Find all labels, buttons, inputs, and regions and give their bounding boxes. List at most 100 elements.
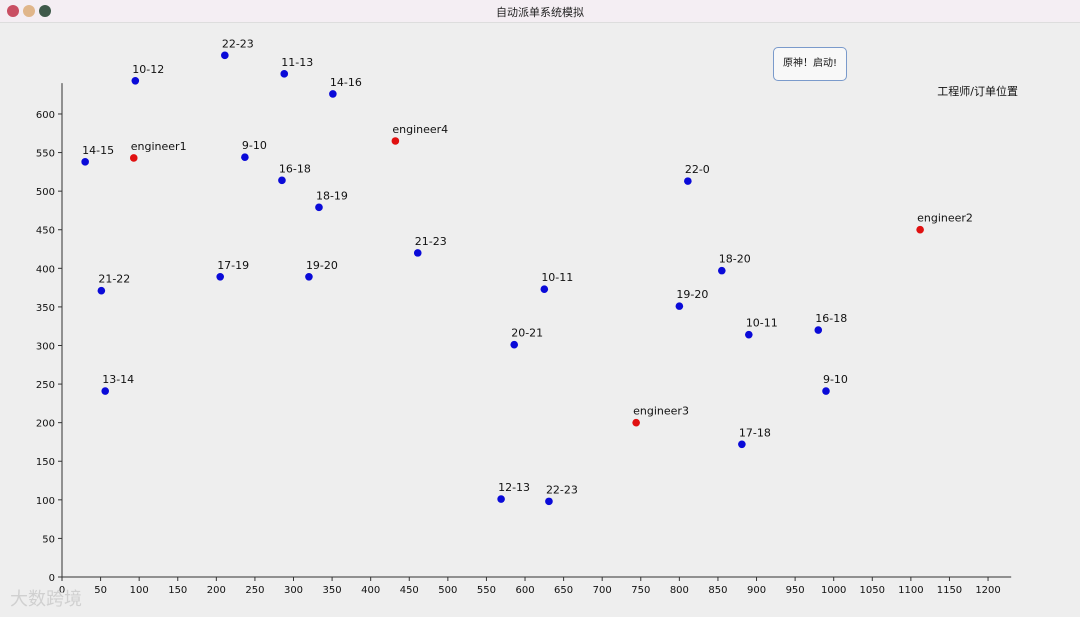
y-tick-label: 200 — [36, 419, 55, 430]
point-label: 22-0 — [685, 163, 710, 176]
point-label: 13-14 — [102, 373, 134, 386]
point — [540, 285, 549, 293]
chart-title: 工程师/订单位置 — [937, 84, 1018, 98]
point — [738, 440, 746, 449]
point-label: 17-19 — [217, 259, 249, 272]
point — [129, 154, 138, 162]
point-label: 22-23 — [546, 483, 578, 496]
x-tick-label: 1100 — [898, 585, 923, 596]
x-tick-label: 500 — [438, 585, 457, 596]
point — [718, 266, 726, 275]
y-tick-label: 450 — [36, 226, 55, 237]
x-tick-label: 450 — [400, 585, 419, 596]
x-tick-label: 750 — [631, 585, 650, 596]
point — [280, 70, 289, 78]
x-tick-label: 50 — [94, 585, 107, 596]
point-label: engineer2 — [917, 212, 973, 225]
point — [822, 387, 830, 395]
x-tick-label: 100 — [130, 585, 149, 596]
point-label: 12-13 — [498, 481, 530, 494]
point — [675, 302, 684, 310]
x-tick-label: 1050 — [860, 585, 885, 596]
point — [545, 497, 553, 506]
y-tick-label: 550 — [36, 149, 55, 160]
x-tick-label: 1200 — [975, 585, 1000, 596]
x-tick-label: 800 — [670, 585, 689, 596]
y-tick-label: 600 — [36, 110, 55, 121]
point — [81, 158, 89, 166]
point — [221, 51, 229, 60]
point — [241, 153, 249, 161]
y-tick-label: 350 — [36, 303, 55, 314]
point-label: 18-20 — [719, 253, 751, 266]
point — [131, 76, 140, 85]
point — [510, 340, 519, 349]
point-label: 20-21 — [511, 327, 543, 340]
point-label: engineer4 — [392, 123, 448, 136]
minimize-button[interactable] — [23, 5, 35, 17]
close-button[interactable] — [7, 5, 19, 17]
point — [278, 176, 286, 185]
point-label: engineer1 — [131, 140, 187, 153]
point-label: 19-20 — [676, 288, 708, 301]
point-label: 19-20 — [306, 259, 338, 272]
x-tick-label: 300 — [284, 585, 303, 596]
point-label: 16-18 — [279, 162, 311, 175]
x-tick-label: 1000 — [821, 585, 846, 596]
x-tick-label: 650 — [554, 585, 573, 596]
point — [916, 225, 924, 234]
point-label: 11-13 — [281, 56, 313, 69]
y-tick-label: 50 — [42, 534, 55, 545]
point — [329, 90, 337, 98]
point-label: 22-23 — [222, 37, 254, 50]
point — [814, 326, 823, 334]
y-tick-label: 150 — [36, 457, 55, 468]
x-tick-label: 350 — [323, 585, 342, 596]
point-label: 16-18 — [815, 312, 847, 325]
x-tick-label: 0 — [59, 585, 65, 596]
x-tick-label: 150 — [168, 585, 187, 596]
x-tick-label: 850 — [708, 585, 727, 596]
point-label: 9-10 — [242, 139, 267, 152]
x-tick-label: 400 — [361, 585, 380, 596]
x-tick-label: 250 — [245, 585, 264, 596]
title-bar: 自动派单系统模拟 — [0, 0, 1080, 23]
point-label: 14-16 — [330, 76, 362, 89]
y-tick-label: 0 — [49, 573, 55, 584]
start-button[interactable]: 原神！启动! — [773, 47, 847, 81]
point — [391, 137, 400, 145]
y-tick-label: 300 — [36, 341, 55, 352]
watermark: 大数跨境 — [10, 589, 82, 610]
x-tick-label: 550 — [477, 585, 496, 596]
point — [101, 387, 110, 395]
y-tick-label: 500 — [36, 187, 55, 198]
point — [413, 249, 422, 257]
point — [497, 495, 505, 503]
y-tick-label: 250 — [36, 380, 55, 391]
y-tick-label: 100 — [36, 496, 55, 507]
point — [745, 330, 753, 339]
x-tick-label: 600 — [515, 585, 534, 596]
point-label: 14-15 — [82, 144, 114, 157]
point-label: 10-11 — [541, 271, 573, 284]
point — [216, 273, 224, 281]
x-tick-label: 950 — [786, 585, 805, 596]
point-label: 10-12 — [132, 63, 164, 76]
point — [97, 286, 106, 295]
y-tick-label: 400 — [36, 264, 55, 275]
point-label: 9-10 — [823, 373, 848, 386]
point — [305, 273, 313, 281]
window-title: 自动派单系统模拟 — [496, 6, 584, 19]
point-label: 18-19 — [316, 189, 348, 202]
point-label: 10-11 — [746, 317, 778, 330]
point-label: 21-23 — [415, 235, 447, 248]
x-tick-label: 700 — [593, 585, 612, 596]
x-tick-label: 900 — [747, 585, 766, 596]
chart: 工程师/订单位置 0 50 100 150 200 250 300 350 400 450 500 5… — [36, 37, 1018, 596]
zoom-button[interactable] — [39, 5, 51, 17]
point — [315, 203, 323, 212]
point-label: 21-22 — [98, 273, 130, 286]
point-label: 17-18 — [739, 426, 771, 439]
point — [632, 418, 640, 427]
